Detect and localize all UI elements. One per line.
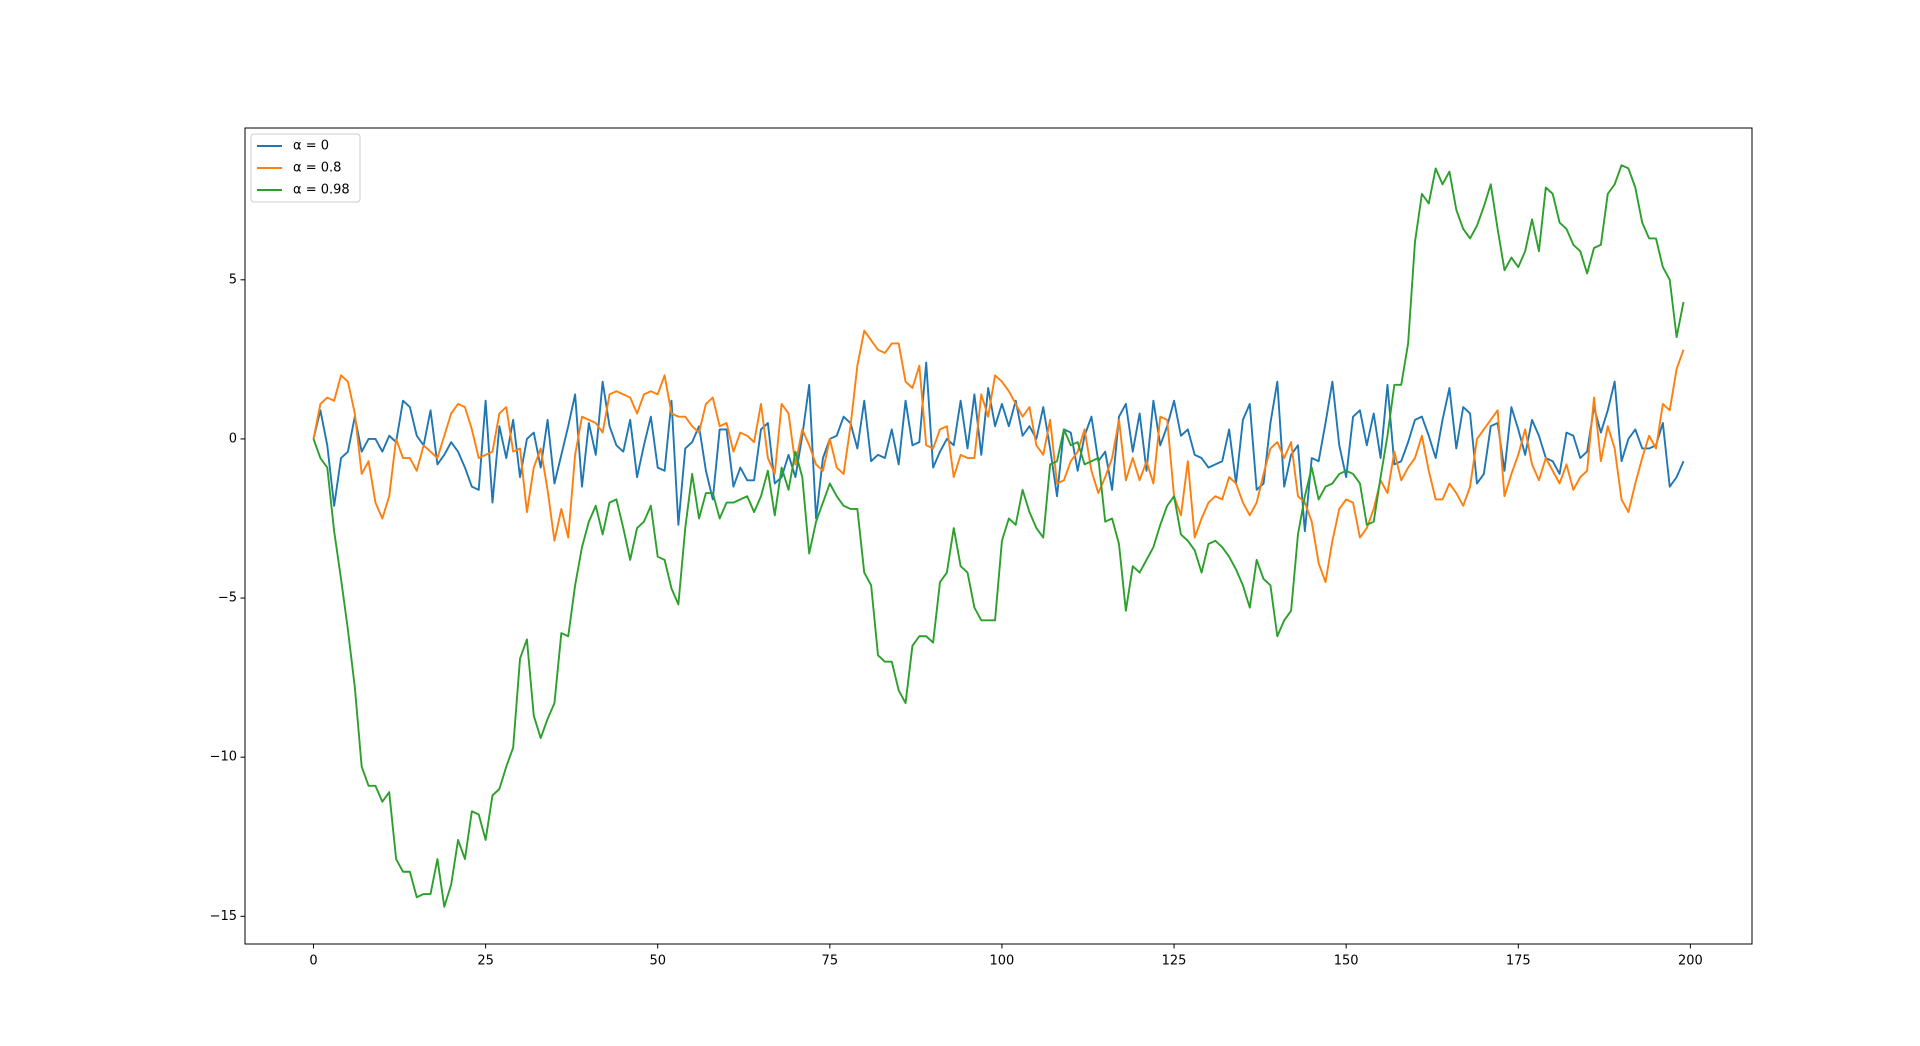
y-tick-label: 5 [229, 272, 237, 287]
x-tick-label: 175 [1506, 954, 1531, 969]
legend-label: α = 0.8 [293, 161, 341, 176]
line [312, 329, 1685, 584]
y-tick-label: −5 [218, 591, 237, 606]
x-tick-label: 75 [822, 954, 839, 969]
legend-label: α = 0.98 [293, 183, 350, 198]
x-tick-label: 25 [477, 954, 494, 969]
x-tick-label: 150 [1334, 954, 1359, 969]
y-tick-label: −10 [210, 750, 237, 765]
x-tick-label: 50 [649, 954, 666, 969]
y-tick-label: −15 [210, 909, 237, 924]
axes-frame [244, 127, 1753, 945]
x-tick-label: 100 [990, 954, 1015, 969]
line [312, 164, 1685, 908]
legend-label: α = 0 [293, 139, 329, 154]
line [312, 361, 1685, 533]
y-tick-label: 0 [229, 431, 237, 446]
x-tick-label: 200 [1678, 954, 1703, 969]
x-tick-label: 125 [1162, 954, 1187, 969]
x-tick-label: 0 [309, 954, 317, 969]
legend-box [250, 133, 361, 203]
